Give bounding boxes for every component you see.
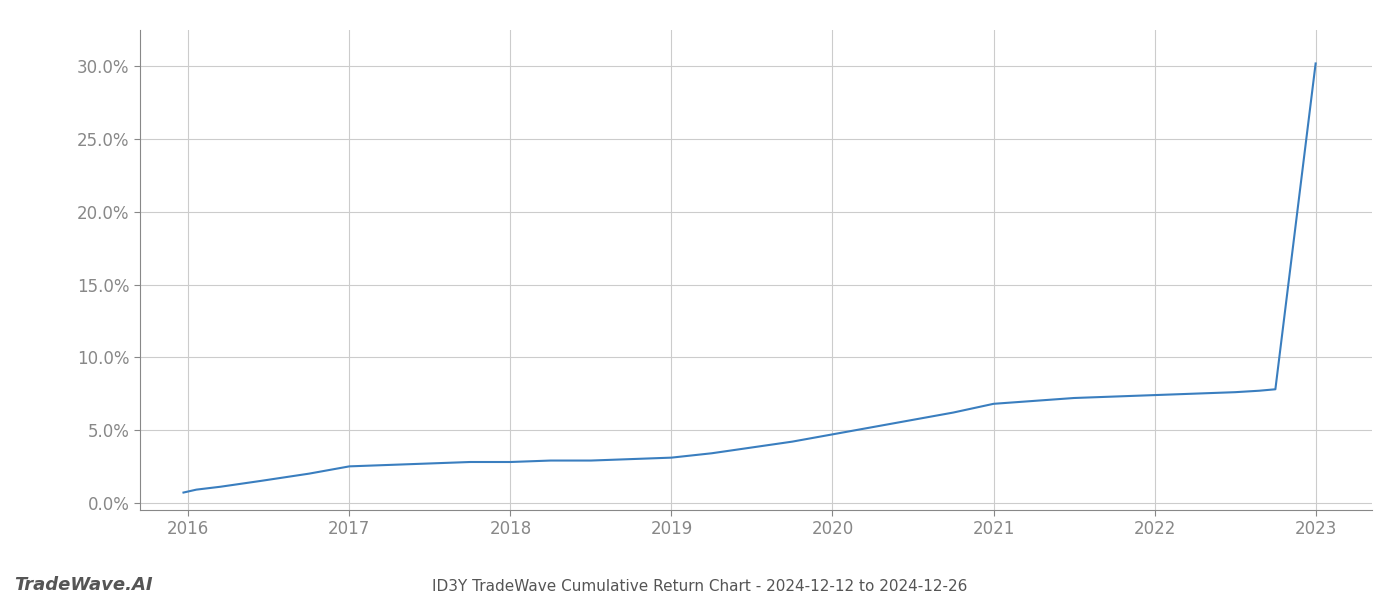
Text: ID3Y TradeWave Cumulative Return Chart - 2024-12-12 to 2024-12-26: ID3Y TradeWave Cumulative Return Chart -… [433, 579, 967, 594]
Text: TradeWave.AI: TradeWave.AI [14, 576, 153, 594]
